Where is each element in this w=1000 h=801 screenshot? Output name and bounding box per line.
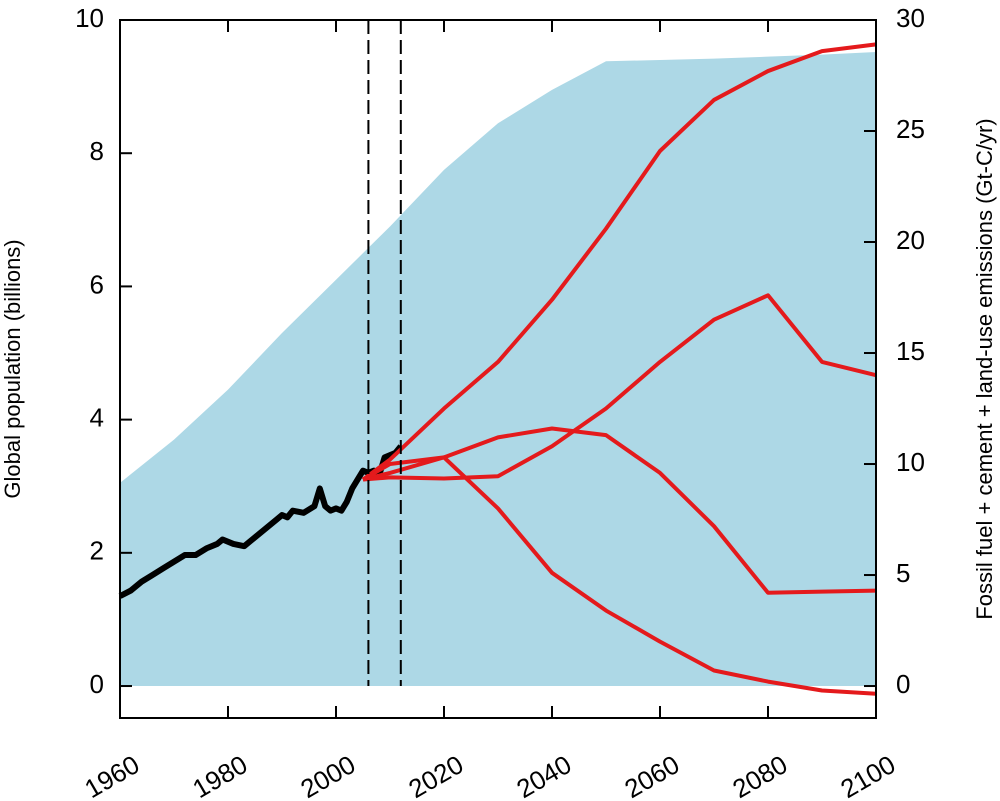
x-tick-label: 2080	[727, 749, 792, 801]
y-tick-label: 4	[90, 402, 104, 432]
x-tick-label: 2020	[403, 749, 468, 801]
emission-line	[361, 42, 877, 482]
plot-frame	[119, 19, 877, 719]
x-tick-label: 2000	[295, 749, 360, 801]
emission-line	[362, 455, 877, 696]
y2-tick-label: 10	[896, 447, 925, 477]
y2-tick-label: 30	[896, 3, 925, 33]
y2-tick-label: 5	[896, 558, 910, 588]
x-tick-label: 1980	[187, 749, 252, 801]
y2-tick-label: 15	[896, 336, 925, 366]
x-tick-label: 2100	[835, 749, 900, 801]
y-axis-label: Global population (billions)	[0, 239, 25, 498]
emission-line	[362, 426, 877, 595]
y-tick-label: 8	[90, 136, 104, 166]
y-tick-label: 2	[90, 536, 104, 566]
x-tick-label: 2060	[619, 749, 684, 801]
x-tick-label: 1960	[79, 749, 144, 801]
y-tick-label: 0	[90, 669, 104, 699]
y-tick-label: 10	[75, 3, 104, 33]
y2-tick-label: 20	[896, 225, 925, 255]
y2-axis-label: Fossil fuel + cement + land-use emission…	[972, 118, 997, 619]
x-tick-label: 2040	[511, 749, 576, 801]
y-tick-label: 6	[90, 269, 104, 299]
y2-tick-label: 25	[896, 114, 925, 144]
population-area	[120, 51, 876, 687]
y2-tick-label: 0	[896, 669, 910, 699]
emission-line	[362, 293, 877, 482]
